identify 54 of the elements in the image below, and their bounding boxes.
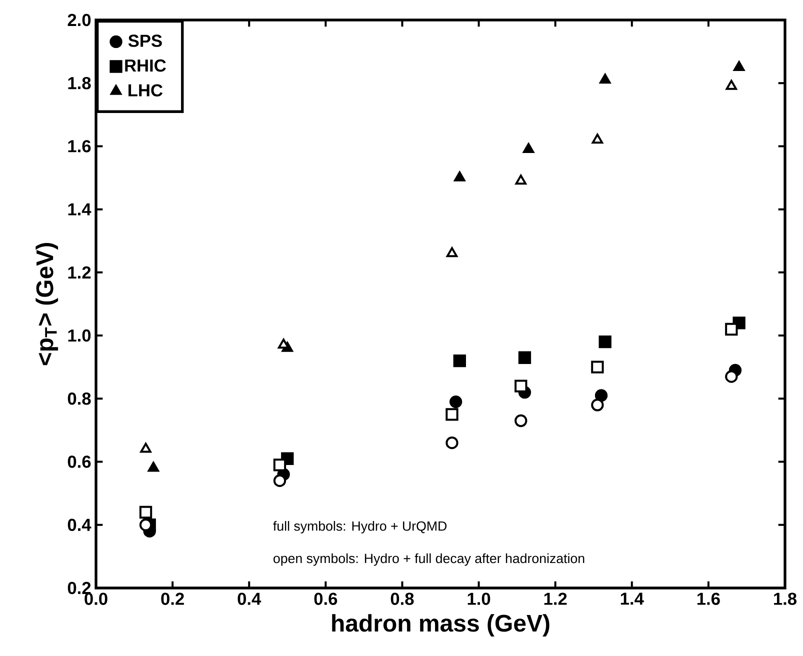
point <box>139 506 152 519</box>
point <box>522 143 534 154</box>
point <box>148 462 160 472</box>
y-tick-label: 1.8 <box>68 76 91 90</box>
y-tick-label: 1.2 <box>68 266 91 278</box>
annotation: open symbols: Hydro + full decay after hadronization <box>274 553 584 566</box>
y-tick-label: 1.0 <box>68 329 91 342</box>
point <box>515 174 526 185</box>
point <box>592 134 604 144</box>
annotation: full symbols: Hydro + UrQMD <box>273 521 447 534</box>
legend-label: LHC <box>128 84 163 96</box>
point <box>726 80 738 90</box>
point <box>591 398 604 412</box>
x-tick-label: 1.8 <box>774 592 797 605</box>
point <box>273 458 286 472</box>
y-tick-label: 0.6 <box>68 456 91 468</box>
x-tick-label: 1.0 <box>468 592 490 605</box>
point <box>453 354 466 368</box>
point <box>139 518 152 532</box>
x-tick-label: 0.8 <box>390 592 414 605</box>
legend-label: RHIC <box>125 59 166 72</box>
x-tick-label: 1.6 <box>697 592 720 605</box>
point <box>514 414 528 428</box>
x-tick-label: 1.4 <box>620 592 644 605</box>
point <box>725 322 738 336</box>
point <box>591 360 604 374</box>
point <box>598 336 612 348</box>
point <box>733 60 745 71</box>
y-tick-label: 0.8 <box>68 392 91 405</box>
point <box>599 74 611 84</box>
y-tick-label: 2.0 <box>68 14 91 26</box>
x-tick-label: 1.2 <box>544 592 567 605</box>
y-tick-label: 0.4 <box>68 518 92 532</box>
y-tick-label: 0.2 <box>68 582 91 594</box>
point <box>140 442 152 453</box>
point <box>514 380 528 392</box>
y-axis-title: <p$_{T}$> (GeV) <box>36 243 58 366</box>
point <box>446 436 458 450</box>
point <box>725 370 738 383</box>
point <box>454 171 466 182</box>
point <box>449 395 462 408</box>
point <box>446 408 458 421</box>
y-tick-label: 1.6 <box>68 140 91 152</box>
point <box>273 474 286 488</box>
legend-label: SPS <box>128 34 162 47</box>
point <box>594 389 608 402</box>
point <box>446 247 458 258</box>
point <box>518 351 532 364</box>
y-tick-label: 1.4 <box>68 203 92 216</box>
x-tick-label: 0.0 <box>84 592 108 605</box>
x-tick-label: 0.6 <box>314 592 338 605</box>
x-tick-label: 0.4 <box>238 592 262 605</box>
x-axis-title: hadron mass (GeV) <box>332 614 550 636</box>
x-tick-label: 0.2 <box>161 592 184 605</box>
